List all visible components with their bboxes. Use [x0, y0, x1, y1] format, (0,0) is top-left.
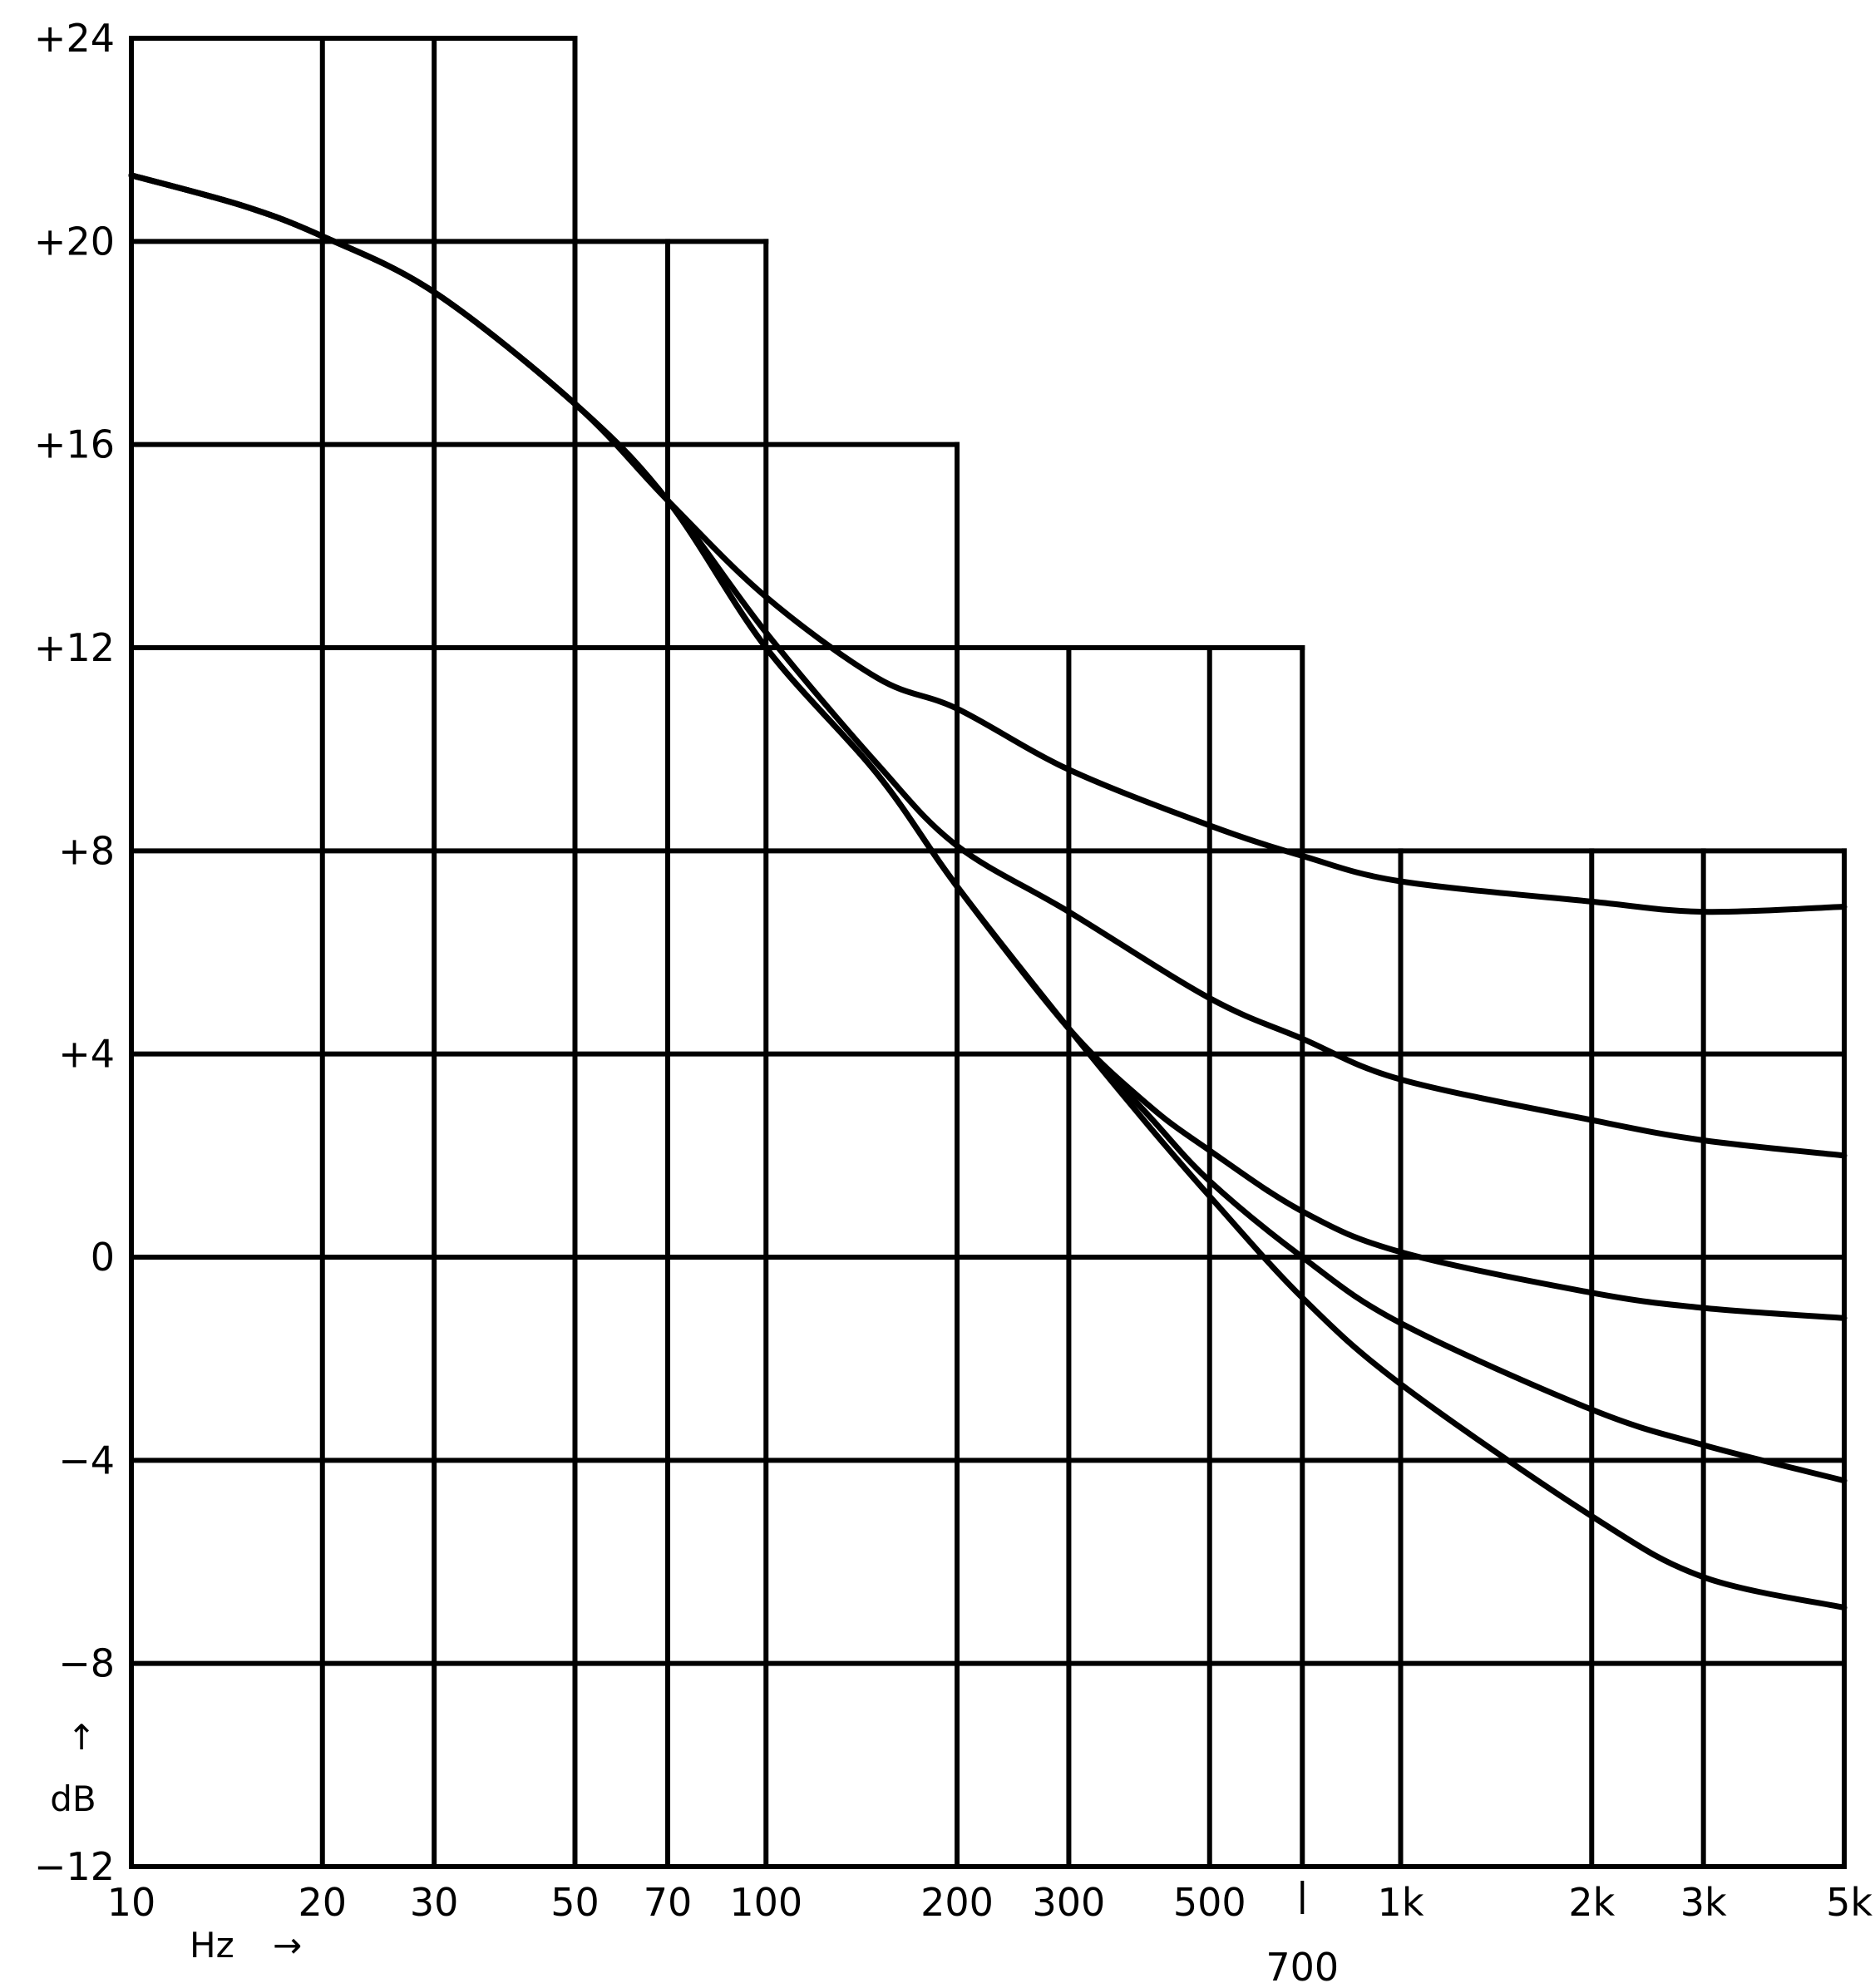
- x-axis-arrow: →: [273, 1925, 302, 1966]
- axis-labels: ↑ dB Hz →: [50, 1717, 302, 1966]
- x-tick-labels: 10 20 30 50 70 100 200 300 500 700 1k 2k 3k 5k: [107, 1880, 1873, 1988]
- x-tick-label: 700: [1266, 1945, 1339, 1988]
- y-tick-label: −4: [58, 1438, 115, 1482]
- y-axis-arrow: ↑: [67, 1717, 96, 1758]
- x-tick-label: 3k: [1680, 1880, 1727, 1925]
- y-tick-label: +8: [58, 828, 115, 873]
- x-tick-label: 300: [1033, 1880, 1106, 1925]
- x-tick-label: 50: [550, 1880, 600, 1925]
- series-layer: [128, 172, 1848, 1611]
- y-tick-label: +20: [34, 219, 115, 264]
- y-tick-label: −8: [58, 1641, 115, 1686]
- series-line-4: [128, 172, 1848, 1484]
- x-tick-label: 500: [1173, 1880, 1246, 1925]
- series-line-1: [128, 172, 1848, 915]
- y-tick-label: +24: [34, 16, 115, 61]
- y-tick-label: +16: [34, 422, 115, 467]
- y-tick-label: +12: [34, 625, 115, 670]
- x-tick-label: 5k: [1826, 1880, 1873, 1925]
- y-tick-label: −12: [34, 1844, 115, 1889]
- y-tick-label: +4: [58, 1032, 115, 1077]
- y-tick-labels: +24 +20 +16 +12 +8 +4 0 −4 −8 −12: [34, 16, 115, 1889]
- y-tick-label: 0: [91, 1235, 115, 1280]
- y-axis-label: dB: [50, 1778, 96, 1819]
- x-tick-label: 10: [107, 1880, 156, 1925]
- grid-layer: [129, 36, 1847, 1869]
- x-tick-label: 1k: [1378, 1880, 1424, 1925]
- series-line-2: [128, 172, 1848, 1159]
- x-tick-label: 70: [644, 1880, 693, 1925]
- series-line-5: [128, 172, 1848, 1611]
- x-tick-label: 200: [920, 1880, 994, 1925]
- x-axis-label: Hz: [190, 1925, 234, 1966]
- series-line-3: [128, 172, 1848, 1321]
- x-tick-label: 100: [729, 1880, 802, 1925]
- x-tick-label: 2k: [1568, 1880, 1615, 1925]
- x-tick-label: 20: [298, 1880, 347, 1925]
- x-tick-label: 30: [410, 1880, 459, 1925]
